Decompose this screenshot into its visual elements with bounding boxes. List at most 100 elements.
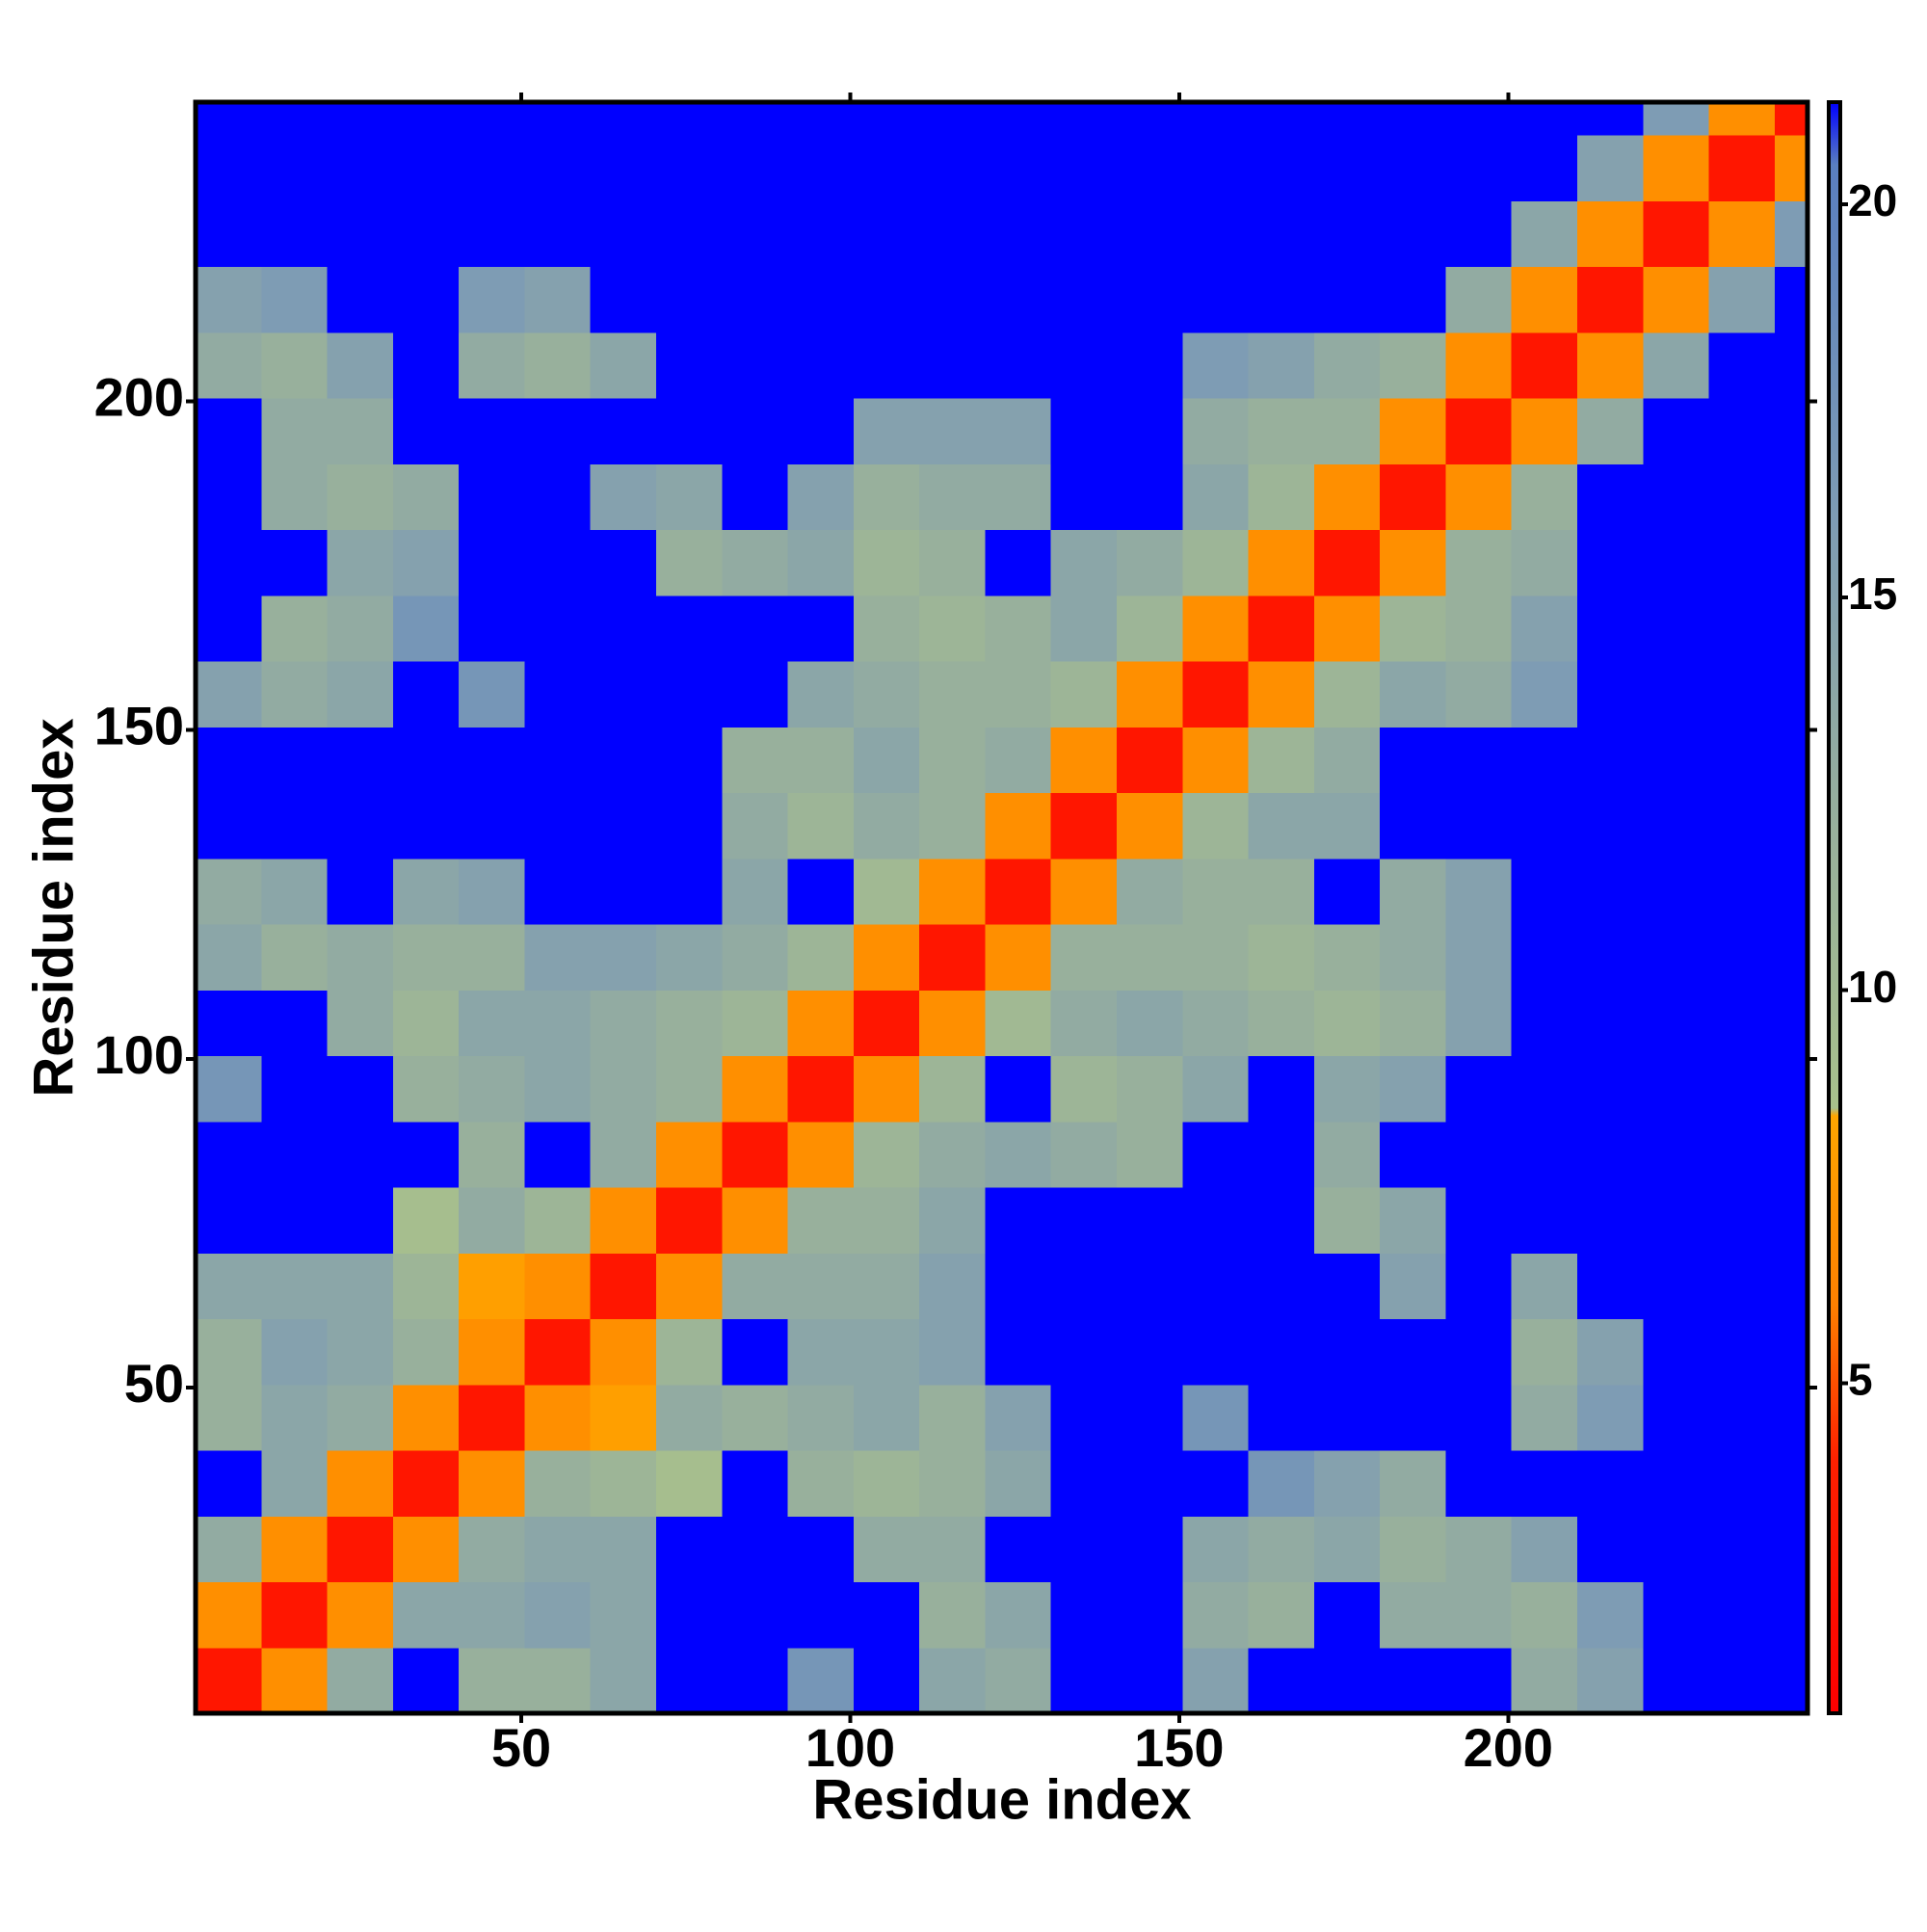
heatmap-cell xyxy=(787,1516,855,1583)
heatmap-cell xyxy=(196,661,262,728)
heatmap-cell xyxy=(1511,102,1578,136)
heatmap-cell xyxy=(524,398,592,464)
heatmap-cell xyxy=(1313,529,1381,596)
heatmap-cell xyxy=(1313,1647,1381,1714)
heatmap-cell xyxy=(1117,135,1183,201)
heatmap-cell xyxy=(919,266,987,333)
heatmap-cell xyxy=(1774,1253,1808,1320)
heatmap-cell xyxy=(590,1055,657,1123)
heatmap-cell xyxy=(919,661,987,728)
heatmap-cell xyxy=(1117,529,1183,596)
heatmap-cell xyxy=(1774,1450,1808,1517)
heatmap-cell xyxy=(985,200,1052,268)
heatmap-cell xyxy=(1577,102,1644,136)
heatmap-cell xyxy=(1577,200,1644,268)
heatmap-cell xyxy=(1117,1121,1183,1188)
heatmap-cell xyxy=(853,1384,920,1451)
heatmap-cell xyxy=(1380,858,1447,925)
heatmap-cell xyxy=(853,1647,920,1714)
heatmap-cell xyxy=(919,990,987,1057)
heatmap-cell xyxy=(327,661,394,728)
colorbar-tick-label: 5 xyxy=(1848,1355,1873,1405)
heatmap-cell xyxy=(1774,1121,1808,1188)
heatmap-cell xyxy=(656,858,723,925)
heatmap-cell xyxy=(1708,1647,1776,1714)
heatmap-cell xyxy=(590,990,657,1057)
heatmap-cell xyxy=(1708,529,1776,596)
heatmap-cell xyxy=(1643,661,1710,728)
heatmap-cell xyxy=(919,1516,987,1583)
heatmap-cell xyxy=(1380,1384,1447,1451)
heatmap-cell xyxy=(919,1384,987,1451)
heatmap-cell xyxy=(1182,529,1250,596)
heatmap-cell xyxy=(1643,1187,1710,1254)
heatmap-cell xyxy=(1774,1516,1808,1583)
heatmap-cell xyxy=(590,398,657,464)
x-tick-label: 100 xyxy=(805,1717,895,1778)
heatmap-cell xyxy=(1313,1187,1381,1254)
heatmap-cell xyxy=(1248,266,1315,333)
heatmap-cell xyxy=(1708,1516,1776,1583)
heatmap-cell xyxy=(1313,266,1381,333)
heatmap-cell xyxy=(656,661,723,728)
heatmap-cell xyxy=(985,727,1052,794)
heatmap-cell xyxy=(1511,661,1578,728)
heatmap-cell xyxy=(853,463,920,531)
heatmap-cell xyxy=(1380,1055,1447,1123)
heatmap-cell xyxy=(787,1450,855,1517)
heatmap-cell xyxy=(656,1581,723,1649)
heatmap-cell xyxy=(590,1647,657,1714)
heatmap-cell xyxy=(1248,102,1315,136)
heatmap-cell xyxy=(1445,102,1513,136)
heatmap-cell xyxy=(590,595,657,662)
heatmap-cell xyxy=(1774,1187,1808,1254)
heatmap-cell xyxy=(1248,1121,1315,1188)
heatmap-cell xyxy=(1445,595,1513,662)
heatmap-cell xyxy=(392,331,460,399)
colorbar xyxy=(1827,100,1842,1715)
heatmap-cell xyxy=(656,924,723,991)
heatmap-cell xyxy=(1248,1318,1315,1386)
heatmap-cell xyxy=(1050,1450,1118,1517)
heatmap-cell xyxy=(1577,1581,1644,1649)
heatmap-cell xyxy=(656,102,723,136)
heatmap-cell xyxy=(722,463,789,531)
heatmap-cell xyxy=(1577,727,1644,794)
heatmap-cell xyxy=(524,1121,592,1188)
heatmap-cell xyxy=(459,200,526,268)
heatmap-cell xyxy=(524,1450,592,1517)
heatmap-cell xyxy=(919,102,987,136)
heatmap-cell xyxy=(1577,331,1644,399)
heatmap-cell xyxy=(1708,102,1776,136)
heatmap-cell xyxy=(1774,1581,1808,1649)
heatmap-cell xyxy=(656,595,723,662)
heatmap-cell xyxy=(459,1516,526,1583)
heatmap-cell xyxy=(1643,398,1710,464)
heatmap-cell xyxy=(1380,398,1447,464)
heatmap-cell xyxy=(1445,1516,1513,1583)
heatmap-cell xyxy=(853,1318,920,1386)
heatmap-cell xyxy=(853,1516,920,1583)
heatmap-cell xyxy=(853,924,920,991)
heatmap-cell xyxy=(1577,595,1644,662)
heatmap-cell xyxy=(1380,990,1447,1057)
heatmap-cell xyxy=(1643,200,1710,268)
heatmap-cell xyxy=(787,398,855,464)
heatmap-cell xyxy=(787,1055,855,1123)
heatmap-cell xyxy=(459,135,526,201)
heatmap-cell xyxy=(1182,595,1250,662)
heatmap-cell xyxy=(985,1384,1052,1451)
heatmap-cell xyxy=(1445,1253,1513,1320)
heatmap-cell xyxy=(1774,858,1808,925)
heatmap-cell xyxy=(1643,858,1710,925)
heatmap-cell xyxy=(459,398,526,464)
heatmap-cell xyxy=(722,1253,789,1320)
heatmap-cell xyxy=(985,135,1052,201)
heatmap-cell xyxy=(1445,990,1513,1057)
heatmap-cell xyxy=(327,924,394,991)
heatmap-cell xyxy=(1708,727,1776,794)
heatmap-cell xyxy=(1182,398,1250,464)
heatmap-cell xyxy=(985,1318,1052,1386)
heatmap-cell xyxy=(1313,1516,1381,1583)
heatmap-cell xyxy=(1774,135,1808,201)
